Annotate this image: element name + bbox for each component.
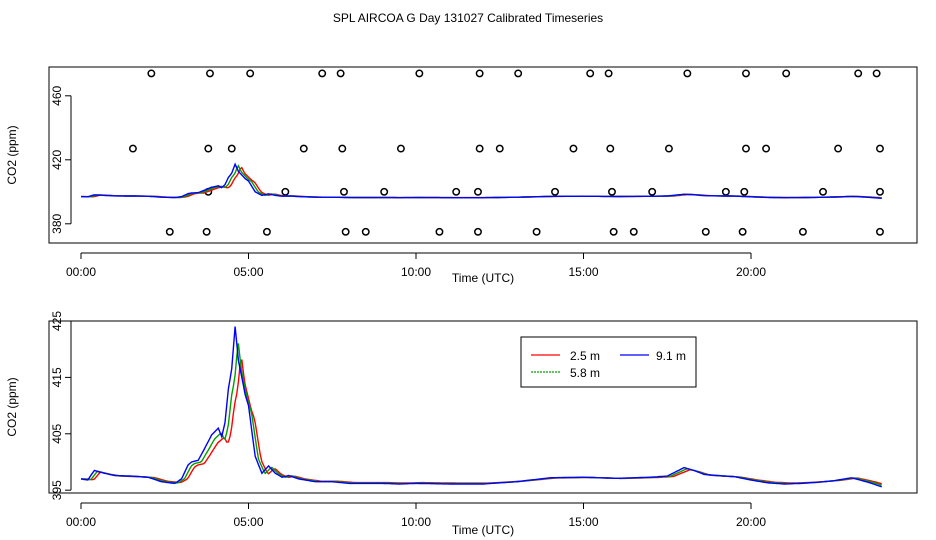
- bottom-series-line-9.1m: [80, 326, 882, 488]
- legend-label-9.1m: 9.1 m: [656, 349, 686, 363]
- flag-point: [876, 144, 884, 153]
- top-x-tick-label: 05:00: [233, 265, 263, 279]
- bottom-x-tick-label: 05:00: [233, 515, 263, 529]
- bottom-y-tick-label: 425: [50, 311, 64, 331]
- top-y-tick-label: 380: [50, 213, 64, 233]
- flag-point: [361, 227, 370, 236]
- flag-point: [281, 187, 290, 196]
- flag-point: [340, 187, 348, 196]
- bottom-x-tick-label: 00:00: [66, 515, 96, 529]
- bottom-panel: 00:00 05:00 10:00 15:00 20:00 395 405 415 425 T…: [5, 311, 918, 537]
- top-y-tick-label: 420: [50, 149, 64, 169]
- bottom-x-label: Time (UTC): [452, 523, 514, 537]
- flag-point: [380, 187, 389, 196]
- top-x-tick-label: 20:00: [736, 265, 766, 279]
- flag-point: [452, 187, 461, 196]
- flag-point: [474, 227, 482, 236]
- flag-point: [336, 69, 345, 78]
- flag-point: [206, 69, 214, 78]
- flag-point: [495, 144, 504, 153]
- top-panel: 00:00 05:00 10:00 15:00 20:00 380 420 460 Time…: [5, 66, 918, 285]
- top-x-tick-label: 00:00: [66, 265, 96, 279]
- flag-point: [415, 69, 424, 78]
- flag-point: [609, 227, 618, 236]
- flag-point: [514, 69, 523, 78]
- top-y-label: CO2 (ppm): [5, 125, 19, 184]
- flag-point: [262, 227, 271, 236]
- bottom-y-tick-label: 395: [50, 480, 64, 500]
- flag-point: [396, 144, 405, 153]
- flag-point: [683, 69, 692, 78]
- flag-point: [738, 227, 747, 236]
- flag-point: [648, 187, 657, 196]
- flag-point: [569, 144, 578, 153]
- legend-label-2.5m: 2.5 m: [570, 349, 600, 363]
- legend: 2.5 m 9.1 m 5.8 m: [520, 336, 697, 388]
- flag-point: [834, 144, 843, 153]
- top-x-tick-label: 10:00: [401, 265, 431, 279]
- bottom-y-axis: 395 405 415 425: [50, 311, 72, 500]
- figure-title: SPL AIRCOA G Day 131027 Calibrated Times…: [333, 11, 603, 25]
- flag-point: [664, 144, 673, 153]
- flag-point: [742, 69, 750, 78]
- flag-point: [762, 144, 771, 153]
- legend-box: [520, 336, 697, 388]
- bottom-series-line-2.5m: [81, 359, 882, 485]
- flag-point: [202, 227, 211, 236]
- flag-point: [474, 187, 482, 196]
- flag-point: [608, 187, 616, 196]
- flag-point: [604, 69, 613, 78]
- flag-point: [876, 227, 884, 236]
- flag-point: [740, 187, 749, 196]
- flag-point: [475, 144, 484, 153]
- flag-point: [701, 227, 710, 236]
- flag-point: [338, 144, 347, 153]
- top-x-tick-label: 15:00: [568, 265, 598, 279]
- top-x-label: Time (UTC): [452, 271, 514, 285]
- flag-point: [318, 69, 327, 78]
- flag-point: [798, 227, 807, 236]
- top-y-tick-label: 460: [50, 85, 64, 105]
- bottom-y-tick-label: 405: [50, 423, 64, 443]
- flag-point: [475, 69, 484, 78]
- bottom-x-tick-label: 15:00: [568, 515, 598, 529]
- flag-point: [872, 69, 881, 78]
- flag-point: [854, 69, 863, 78]
- flag-point: [204, 144, 213, 153]
- flag-point: [876, 187, 884, 196]
- flag-point: [782, 69, 791, 78]
- top-flag-points: [128, 69, 884, 236]
- bottom-series-lines: [80, 326, 882, 488]
- top-y-axis: 380 420 460: [50, 85, 72, 234]
- flag-point: [128, 144, 137, 153]
- top-x-axis: 00:00 05:00 10:00 15:00 20:00: [66, 252, 766, 279]
- bottom-plot-frame: [48, 320, 918, 494]
- flag-point: [165, 227, 174, 236]
- flag-point: [721, 187, 730, 196]
- flag-point: [435, 227, 444, 236]
- bottom-y-tick-label: 415: [50, 367, 64, 387]
- bottom-x-tick-label: 10:00: [401, 515, 431, 529]
- flag-point: [606, 144, 615, 153]
- bottom-y-label: CO2 (ppm): [5, 377, 19, 436]
- flag-point: [246, 69, 255, 78]
- flag-point: [147, 69, 156, 78]
- flag-point: [819, 187, 827, 196]
- flag-point: [742, 144, 750, 153]
- flag-point: [586, 69, 595, 78]
- flag-point: [299, 144, 308, 153]
- flag-point: [629, 227, 638, 236]
- bottom-x-axis: 00:00 05:00 10:00 15:00 20:00: [66, 502, 766, 529]
- top-series-lines: [80, 162, 882, 199]
- top-plot-frame: [48, 66, 918, 244]
- flag-point: [551, 187, 559, 196]
- legend-label-5.8m: 5.8 m: [570, 366, 600, 380]
- top-series-line-9.1m: [80, 162, 882, 199]
- bottom-x-tick-label: 20:00: [736, 515, 766, 529]
- flag-point: [532, 227, 541, 236]
- flag-point: [227, 144, 236, 153]
- flag-point: [341, 227, 350, 236]
